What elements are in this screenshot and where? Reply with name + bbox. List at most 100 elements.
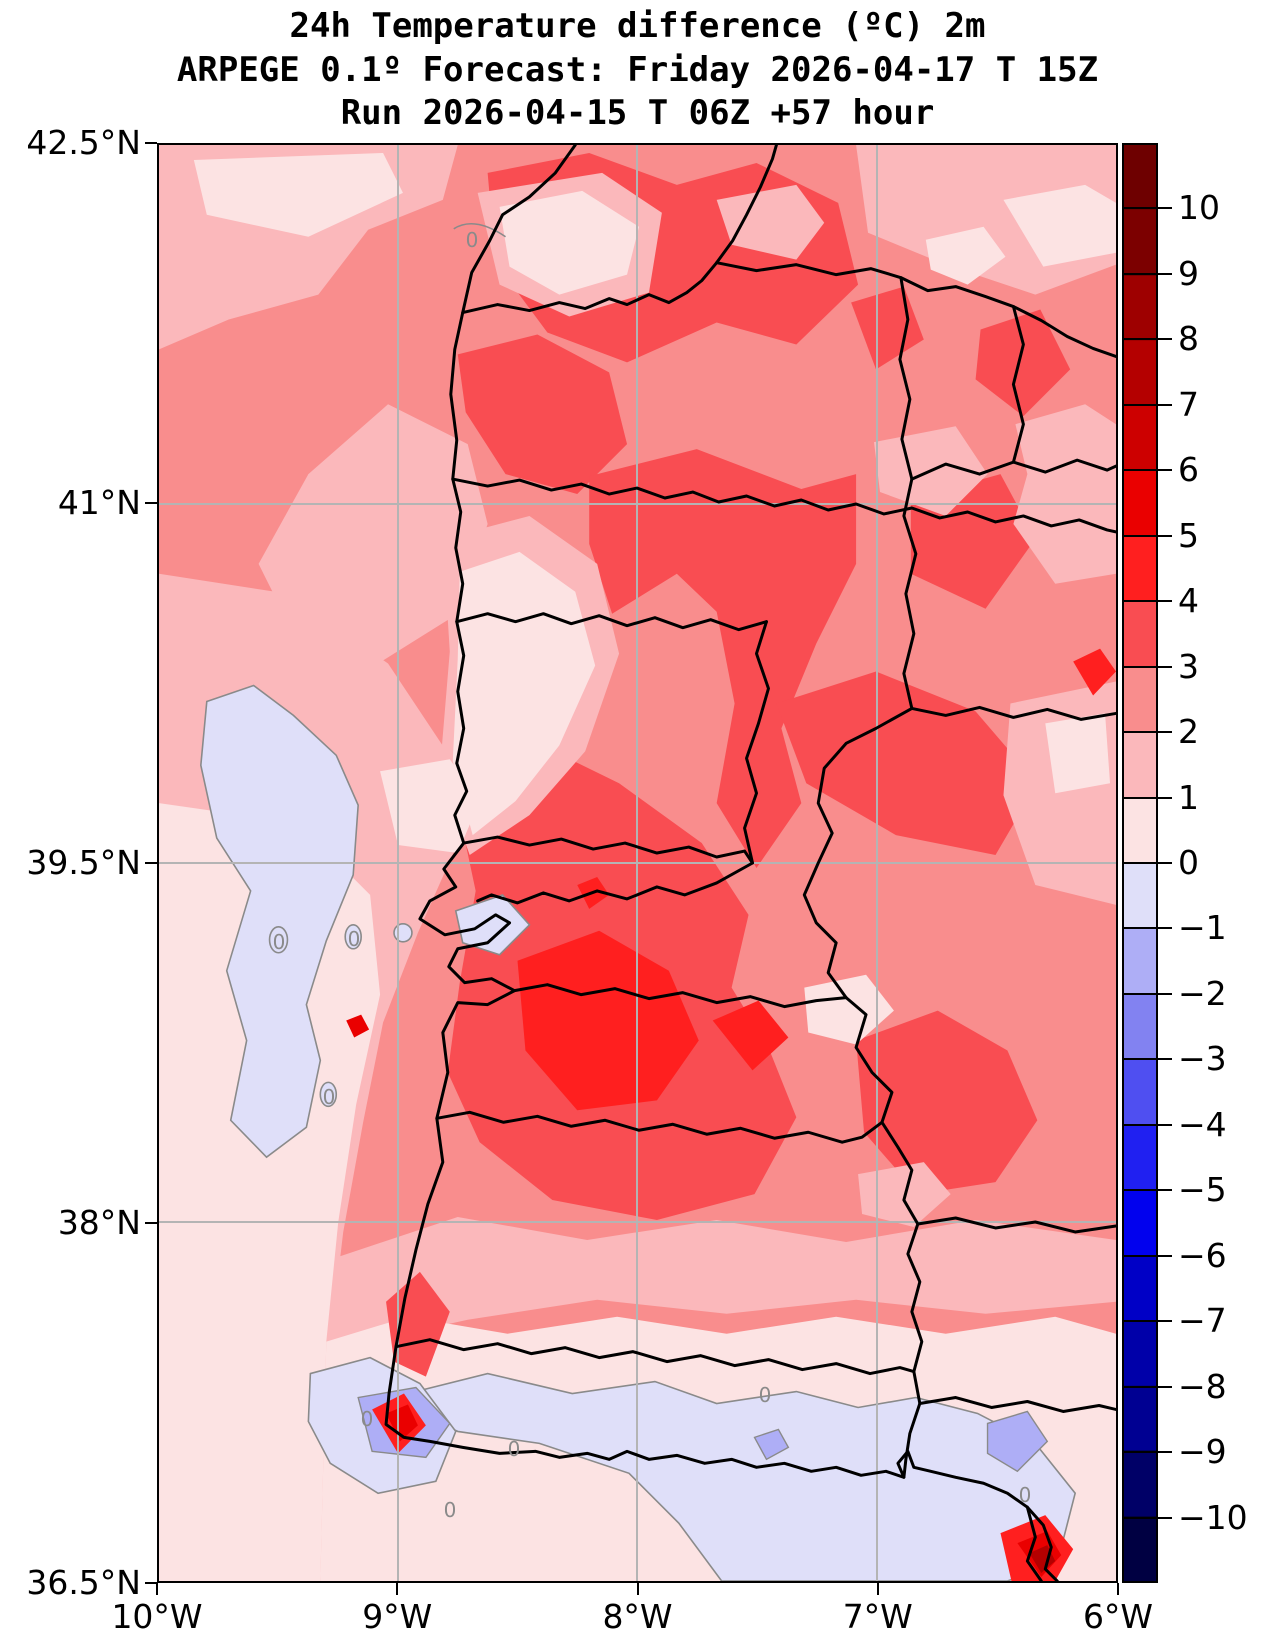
colorbar-tick	[1122, 927, 1172, 930]
y-axis-tick	[145, 502, 157, 504]
colorbar-tick	[1122, 862, 1172, 864]
colorbar	[1122, 143, 1158, 1583]
colorbar-segment	[1124, 667, 1156, 733]
x-axis-tick-label: 8°W	[602, 1597, 673, 1636]
zero-contour-label: 0	[272, 930, 286, 954]
colorbar-tick-label: 0	[1178, 843, 1199, 882]
colorbar-segment	[1124, 1515, 1156, 1581]
colorbar-tick	[1122, 796, 1172, 799]
colorbar-tick-label: 10	[1178, 188, 1220, 228]
colorbar-tick-label: 7	[1178, 384, 1199, 424]
title-line-2: ARPEGE 0.1º Forecast: Friday 2026-04-17 …	[176, 50, 1099, 90]
colorbar-segment	[1124, 797, 1156, 863]
colorbar-segment	[1124, 1058, 1156, 1124]
colorbar-segment	[1124, 862, 1156, 929]
zero-contour-label: 0	[758, 1383, 772, 1407]
colorbar-tick	[1122, 207, 1172, 210]
colorbar-tick	[1122, 469, 1172, 472]
zero-contour-label: 0	[360, 1407, 374, 1431]
coastline	[384, 145, 1059, 1581]
colorbar-tick-label: −5	[1178, 1170, 1227, 1210]
colorbar-segment	[1124, 406, 1156, 472]
zero-contour-label: 0	[347, 927, 361, 951]
colorbar-segment	[1124, 275, 1156, 341]
colorbar-tick	[1122, 1320, 1172, 1323]
colorbar-tick-label: −7	[1178, 1301, 1227, 1341]
colorbar-tick	[1122, 1385, 1172, 1388]
colorbar-tick	[1122, 1123, 1172, 1126]
colorbar-segment	[1124, 1385, 1156, 1451]
colorbar-tick-label: 8	[1178, 319, 1199, 359]
contour-fill-minus1	[200, 684, 1077, 1581]
title-line-1: 24h Temperature difference (ºC) 2m	[289, 6, 986, 46]
colorbar-tick-label: 3	[1178, 646, 1199, 686]
colorbar-segment	[1124, 210, 1156, 276]
colorbar-tick	[1122, 1189, 1172, 1192]
colorbar-tick	[1122, 665, 1172, 668]
colorbar-tick-label: −9	[1178, 1432, 1227, 1472]
map-image	[159, 145, 1116, 1581]
zero-contour-label: 0	[465, 228, 479, 252]
zero-contour-label: 0	[443, 1498, 457, 1522]
colorbar-tick-label: 5	[1178, 515, 1199, 555]
x-axis-tick	[396, 1583, 399, 1595]
colorbar-tick	[1122, 338, 1172, 341]
colorbar-tick	[1122, 534, 1172, 537]
gridlines	[159, 145, 1116, 1581]
y-axis-tick	[145, 1222, 157, 1224]
colorbar-segment	[1124, 1189, 1156, 1255]
x-axis-tick-label: 9°W	[362, 1597, 433, 1636]
y-axis-tick	[145, 142, 157, 144]
colorbar-tick-label: −6	[1178, 1235, 1227, 1275]
y-axis-tick-label: 42.5°N	[26, 123, 141, 162]
boundaries	[384, 145, 1116, 1581]
colorbar-tick-label: −4	[1178, 1104, 1227, 1144]
y-axis-tick-label: 39.5°N	[26, 843, 141, 882]
colorbar-tick	[1122, 600, 1172, 603]
colorbar-tick	[1122, 403, 1172, 406]
colorbar-segment	[1124, 145, 1156, 211]
y-axis-tick-label: 38°N	[57, 1203, 141, 1242]
colorbar-tick-label: −2	[1178, 973, 1227, 1013]
colorbar-segment	[1124, 1319, 1156, 1386]
colorbar-segment	[1124, 993, 1156, 1059]
colorbar-tick	[1122, 1058, 1172, 1061]
colorbar-tick	[1122, 992, 1172, 995]
x-axis-tick-label: 10°W	[111, 1597, 203, 1636]
y-axis-tick	[145, 862, 157, 864]
y-axis-tick-label: 41°N	[57, 483, 141, 522]
map-panel: 0 0 0 0 0 0 0 0 0	[157, 143, 1118, 1583]
colorbar-tick-label: 2	[1178, 712, 1199, 752]
colorbar-tick-label: 9	[1178, 253, 1199, 293]
x-axis-tick-label: 6°W	[1082, 1597, 1154, 1636]
colorbar-tick-label: −3	[1178, 1039, 1227, 1079]
y-axis-tick	[145, 1582, 157, 1584]
colorbar-tick	[1122, 1451, 1172, 1454]
colorbar-segment	[1124, 471, 1156, 537]
colorbar-tick	[1122, 272, 1172, 275]
colorbar-segment	[1124, 1123, 1156, 1190]
y-axis-tick-label: 36.5°N	[26, 1563, 141, 1602]
colorbar-segment	[1124, 1254, 1156, 1320]
colorbar-tick-label: 6	[1178, 450, 1199, 490]
zero-contour-lines	[268, 222, 506, 1108]
colorbar-tick-label: −1	[1178, 908, 1227, 948]
x-axis-tick	[876, 1583, 879, 1595]
colorbar-tick-label: −8	[1178, 1366, 1227, 1406]
colorbar-segment	[1124, 928, 1156, 994]
x-axis-tick	[636, 1583, 639, 1595]
colorbar-tick-label: −10	[1178, 1497, 1248, 1537]
colorbar-segment	[1124, 340, 1156, 407]
zero-contour-label: 0	[1018, 1483, 1032, 1507]
colorbar-segment	[1124, 1450, 1156, 1516]
colorbar-tick	[1122, 1254, 1172, 1257]
zero-contour-label: 0	[507, 1437, 521, 1461]
x-axis-tick	[1117, 1583, 1119, 1595]
colorbar-segment	[1124, 601, 1156, 668]
colorbar-tick	[1122, 1516, 1172, 1519]
colorbar-tick	[1122, 731, 1172, 734]
colorbar-tick-label: 4	[1178, 581, 1199, 621]
zero-contour-label: 0	[322, 1085, 336, 1109]
x-axis-tick-label: 7°W	[842, 1597, 913, 1636]
